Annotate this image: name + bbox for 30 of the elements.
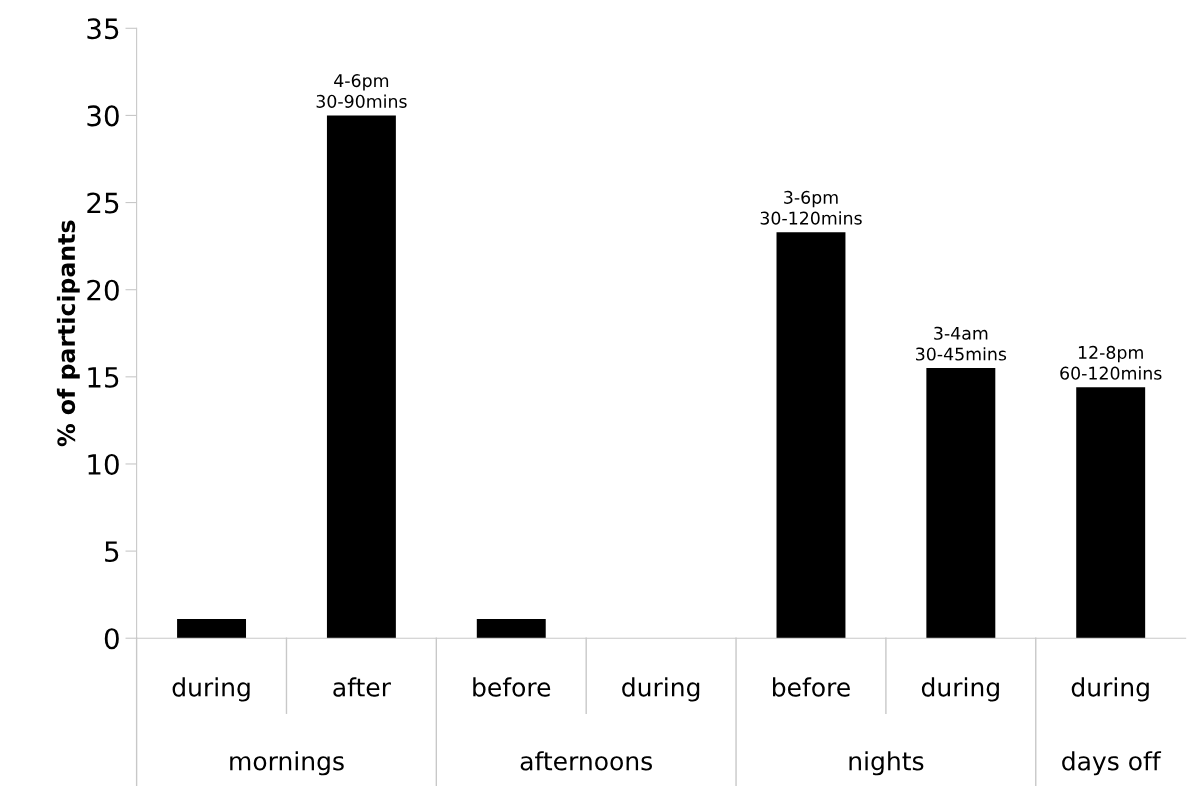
text: days off xyxy=(1062,751,1162,776)
y-tick-label: 15 xyxy=(88,367,119,388)
y-tick-label: 10 xyxy=(88,453,119,475)
x-tick-label: during xyxy=(921,677,999,702)
bar xyxy=(476,619,546,639)
text: afternoons xyxy=(520,751,652,771)
data-label: 3-4am 30-45mins xyxy=(916,326,1007,361)
x-tick-label: during xyxy=(1071,677,1149,702)
x-tick-label: after xyxy=(333,677,391,697)
y-tick-label: 35 xyxy=(87,18,119,40)
data-label: 3-6pm 30-120mins xyxy=(760,190,862,225)
y-tick-label: 5 xyxy=(105,541,119,563)
bar xyxy=(1076,387,1146,639)
y-tick-label: 25 xyxy=(87,192,119,214)
text: mornings xyxy=(230,751,344,776)
x-tick-label: during xyxy=(172,677,250,702)
bar xyxy=(926,368,996,639)
text: nights xyxy=(849,751,924,776)
data-label: 12-8pm 60-120mins xyxy=(1060,345,1162,380)
y-tick-label: 20 xyxy=(87,279,119,301)
y-tick-label: 30 xyxy=(87,105,119,127)
data-label: 4-6pm 30-90mins xyxy=(316,74,407,108)
y-axis-title: % of participants xyxy=(56,220,80,447)
x-tick-label: before xyxy=(473,677,551,697)
bar xyxy=(776,232,846,639)
bar xyxy=(177,619,247,639)
x-tick-label: during xyxy=(622,677,700,702)
bar xyxy=(326,115,396,639)
y-tick-label: 0 xyxy=(104,628,119,650)
x-tick-label: before xyxy=(773,677,850,697)
